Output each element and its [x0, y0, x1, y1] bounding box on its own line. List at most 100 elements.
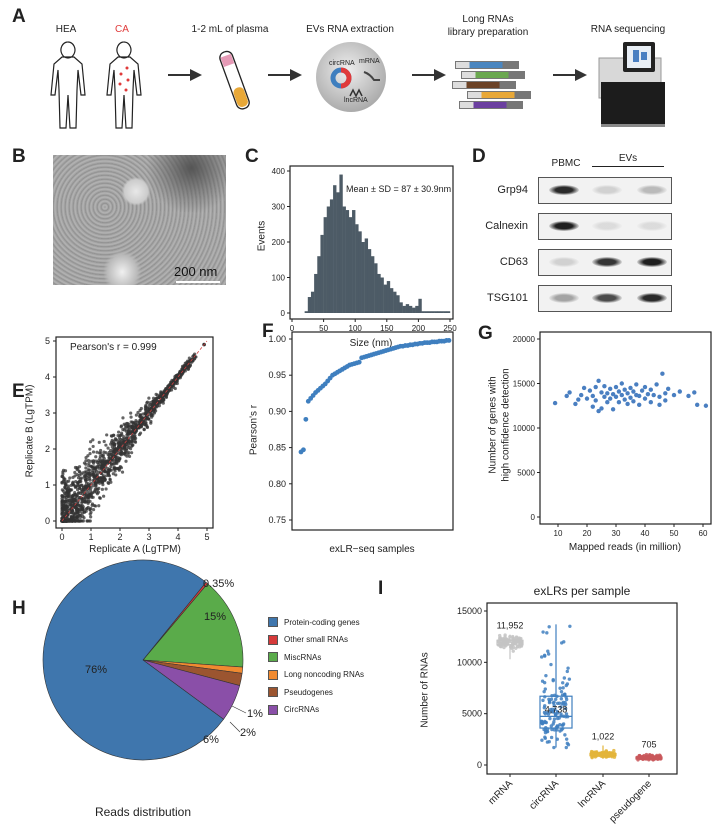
fit-line [61, 340, 208, 522]
x-tick-label: 3 [146, 532, 151, 542]
scatter-point [88, 478, 92, 482]
scatter-point [117, 436, 122, 440]
scatter-point [79, 479, 83, 483]
pearson-scatter: 0.750.800.850.900.951.00 [268, 331, 454, 531]
y-tick-label: 4 [45, 372, 50, 382]
scatter-point [124, 459, 128, 463]
scatter-point [69, 483, 73, 487]
circrna-label: circRNA [329, 60, 355, 67]
jitter-point [497, 633, 502, 638]
jitter-point [551, 678, 555, 683]
scatter-point [155, 404, 160, 408]
jitter-point [559, 689, 564, 694]
jitter-point [564, 745, 568, 750]
jitter-point [543, 654, 547, 658]
library-label-line2: library preparation [447, 27, 529, 38]
scatter-point [78, 470, 82, 474]
jitter-point [545, 740, 550, 744]
jitter-point [558, 686, 562, 690]
scatter-point [82, 516, 86, 520]
scatter-point [92, 465, 96, 469]
x-tick-label: 2 [117, 532, 122, 542]
blot-row [538, 177, 672, 204]
scatter-point [116, 433, 120, 438]
f-plot-area [291, 331, 454, 531]
scatter-point [104, 443, 108, 447]
c-xlabel: Size (nm) [349, 338, 393, 349]
scatter-point [61, 472, 65, 476]
scatter-point [95, 460, 99, 465]
scatter-point [70, 488, 74, 492]
jitter-point [563, 692, 567, 696]
y-tick-label: 5000 [462, 709, 482, 719]
median-label: 11,952 [497, 621, 524, 631]
scatter-point [96, 490, 101, 494]
blot-row [538, 285, 672, 312]
x-tick-label: 50 [319, 324, 328, 333]
scatter-point [138, 408, 142, 413]
scatter-point [123, 426, 127, 430]
histogram-bar [304, 311, 308, 313]
scatter-point [91, 438, 95, 442]
jitter-point [544, 673, 548, 678]
scatter-point [104, 474, 109, 478]
scatter-point [89, 464, 93, 468]
scatter-point [92, 475, 97, 479]
scatter-point [64, 499, 68, 504]
x-tick-label: 1 [88, 532, 93, 542]
scatter-point [79, 487, 84, 492]
blot-band [592, 185, 622, 195]
jitter-point [539, 655, 544, 659]
histogram-bar [389, 288, 394, 313]
scatter-point [97, 504, 101, 508]
jitter-point [560, 641, 564, 645]
histogram-size-distribution: 0 100 200 300 400 0 50 100 150 200 250 [272, 165, 457, 333]
scatter-point [161, 397, 166, 401]
histogram-bar [345, 210, 350, 313]
scatter-point [138, 414, 142, 418]
scatter-point [100, 487, 105, 491]
histogram-bar [333, 185, 337, 313]
replicate-scatter: 0 1 2 3 4 5 0 1 2 3 4 5 [45, 336, 214, 542]
scatter-point [88, 440, 93, 444]
jitter-point [543, 736, 547, 740]
scatter-point [86, 490, 90, 494]
jitter-point [549, 724, 554, 728]
jitter-point [565, 741, 570, 746]
scatter-point [82, 461, 87, 465]
healthy-body-icon [50, 41, 86, 129]
jitter-point [562, 676, 567, 680]
panel-label-b: B [12, 146, 26, 167]
scatter-point [139, 422, 143, 426]
histogram-bar [415, 305, 419, 313]
blot-label: Calnexin [485, 220, 528, 232]
scatter-point [86, 501, 90, 505]
scatter-point [101, 469, 105, 473]
scatter-point [91, 459, 96, 463]
scatter-point [100, 464, 104, 468]
scatter-point [63, 519, 67, 523]
y-tick-label: 300 [272, 203, 286, 212]
panel-label-d: D [472, 146, 486, 167]
scatter-point [66, 490, 71, 494]
library-fragment [467, 91, 531, 99]
scatter-point [130, 430, 135, 434]
scale-bar [176, 281, 220, 283]
scatter-point [143, 423, 147, 427]
y-tick-label: 0 [45, 516, 50, 526]
scatter-point [75, 515, 79, 519]
jitter-point [541, 698, 545, 703]
scatter-point [139, 425, 143, 429]
histogram-bar [342, 206, 346, 313]
scatter-point [109, 480, 113, 484]
scatter-point [85, 506, 89, 511]
scatter-point [115, 438, 119, 442]
scatter-point [90, 502, 95, 506]
scatter-point [95, 487, 99, 491]
jitter-point [549, 735, 554, 740]
blot-band [637, 257, 667, 267]
scatter-point [112, 448, 116, 452]
scatter-point [61, 468, 66, 472]
scatter-point [133, 439, 137, 443]
